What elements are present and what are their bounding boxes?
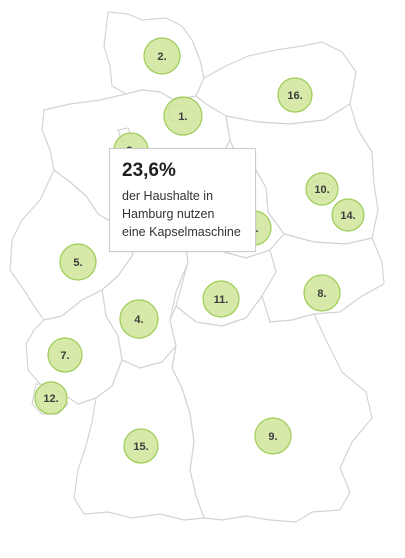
rank-bubble-label: 7. — [60, 350, 69, 362]
rank-bubble-label: 9. — [268, 431, 277, 443]
rank-bubble-circle[interactable] — [305, 172, 339, 206]
rank-bubble-label: 8. — [317, 288, 326, 300]
rank-bubble-circle[interactable] — [123, 428, 159, 464]
rank-bubble-label: 5. — [73, 257, 82, 269]
rank-bubble-circle[interactable] — [119, 299, 159, 339]
rank-bubble-label: 15. — [133, 441, 148, 453]
rank-bubble[interactable]: 15. — [123, 428, 159, 464]
rank-bubble-circle[interactable] — [34, 381, 68, 415]
rank-bubble-label: 14. — [340, 210, 355, 222]
rank-bubble-circle[interactable] — [202, 280, 240, 318]
rank-bubble-label: 12. — [43, 393, 58, 405]
rank-bubble[interactable]: 16. — [277, 77, 313, 113]
rank-bubble[interactable]: 7. — [47, 337, 83, 373]
rank-bubble-circle[interactable] — [331, 198, 365, 232]
rank-bubble[interactable]: 2. — [143, 37, 181, 75]
rank-bubble[interactable]: 8. — [303, 274, 341, 312]
rank-bubble-label: 4. — [134, 314, 143, 326]
rank-bubble[interactable]: 12. — [34, 381, 68, 415]
rank-bubble[interactable]: 4. — [119, 299, 159, 339]
rank-bubble-label: 1. — [178, 111, 187, 123]
rank-bubble-circle[interactable] — [303, 274, 341, 312]
rank-bubble-label: 10. — [314, 184, 329, 196]
info-tooltip: 23,6% der Haushalte in Hamburg nutzen ei… — [109, 148, 256, 252]
rank-bubble-circle[interactable] — [47, 337, 83, 373]
rank-bubble[interactable]: 14. — [331, 198, 365, 232]
state-bayern[interactable] — [169, 295, 373, 523]
rank-bubble-label: 2. — [157, 51, 166, 63]
rank-bubble-circle[interactable] — [277, 77, 313, 113]
state-mecklenburg-vorpommern[interactable] — [195, 41, 357, 125]
rank-bubble[interactable]: 1. — [163, 96, 203, 136]
rank-bubble[interactable]: 5. — [59, 243, 97, 281]
tooltip-value: 23,6% — [122, 160, 176, 181]
rank-bubble-circle[interactable] — [254, 417, 292, 455]
tooltip-text-line-2: Hamburg nutzen — [122, 207, 215, 221]
rank-bubble[interactable]: 9. — [254, 417, 292, 455]
tooltip-text-line-3: eine Kapselmaschine — [122, 225, 241, 239]
rank-bubble[interactable]: 11. — [202, 280, 240, 318]
tooltip-text-line-1: der Haushalte in — [122, 189, 214, 203]
rank-bubble-circle[interactable] — [59, 243, 97, 281]
rank-bubble-circle[interactable] — [143, 37, 181, 75]
rank-bubble-label: 16. — [287, 90, 302, 102]
rank-bubble[interactable]: 10. — [305, 172, 339, 206]
rank-bubble-label: 11. — [214, 294, 229, 306]
rank-bubble-circle[interactable] — [163, 96, 203, 136]
